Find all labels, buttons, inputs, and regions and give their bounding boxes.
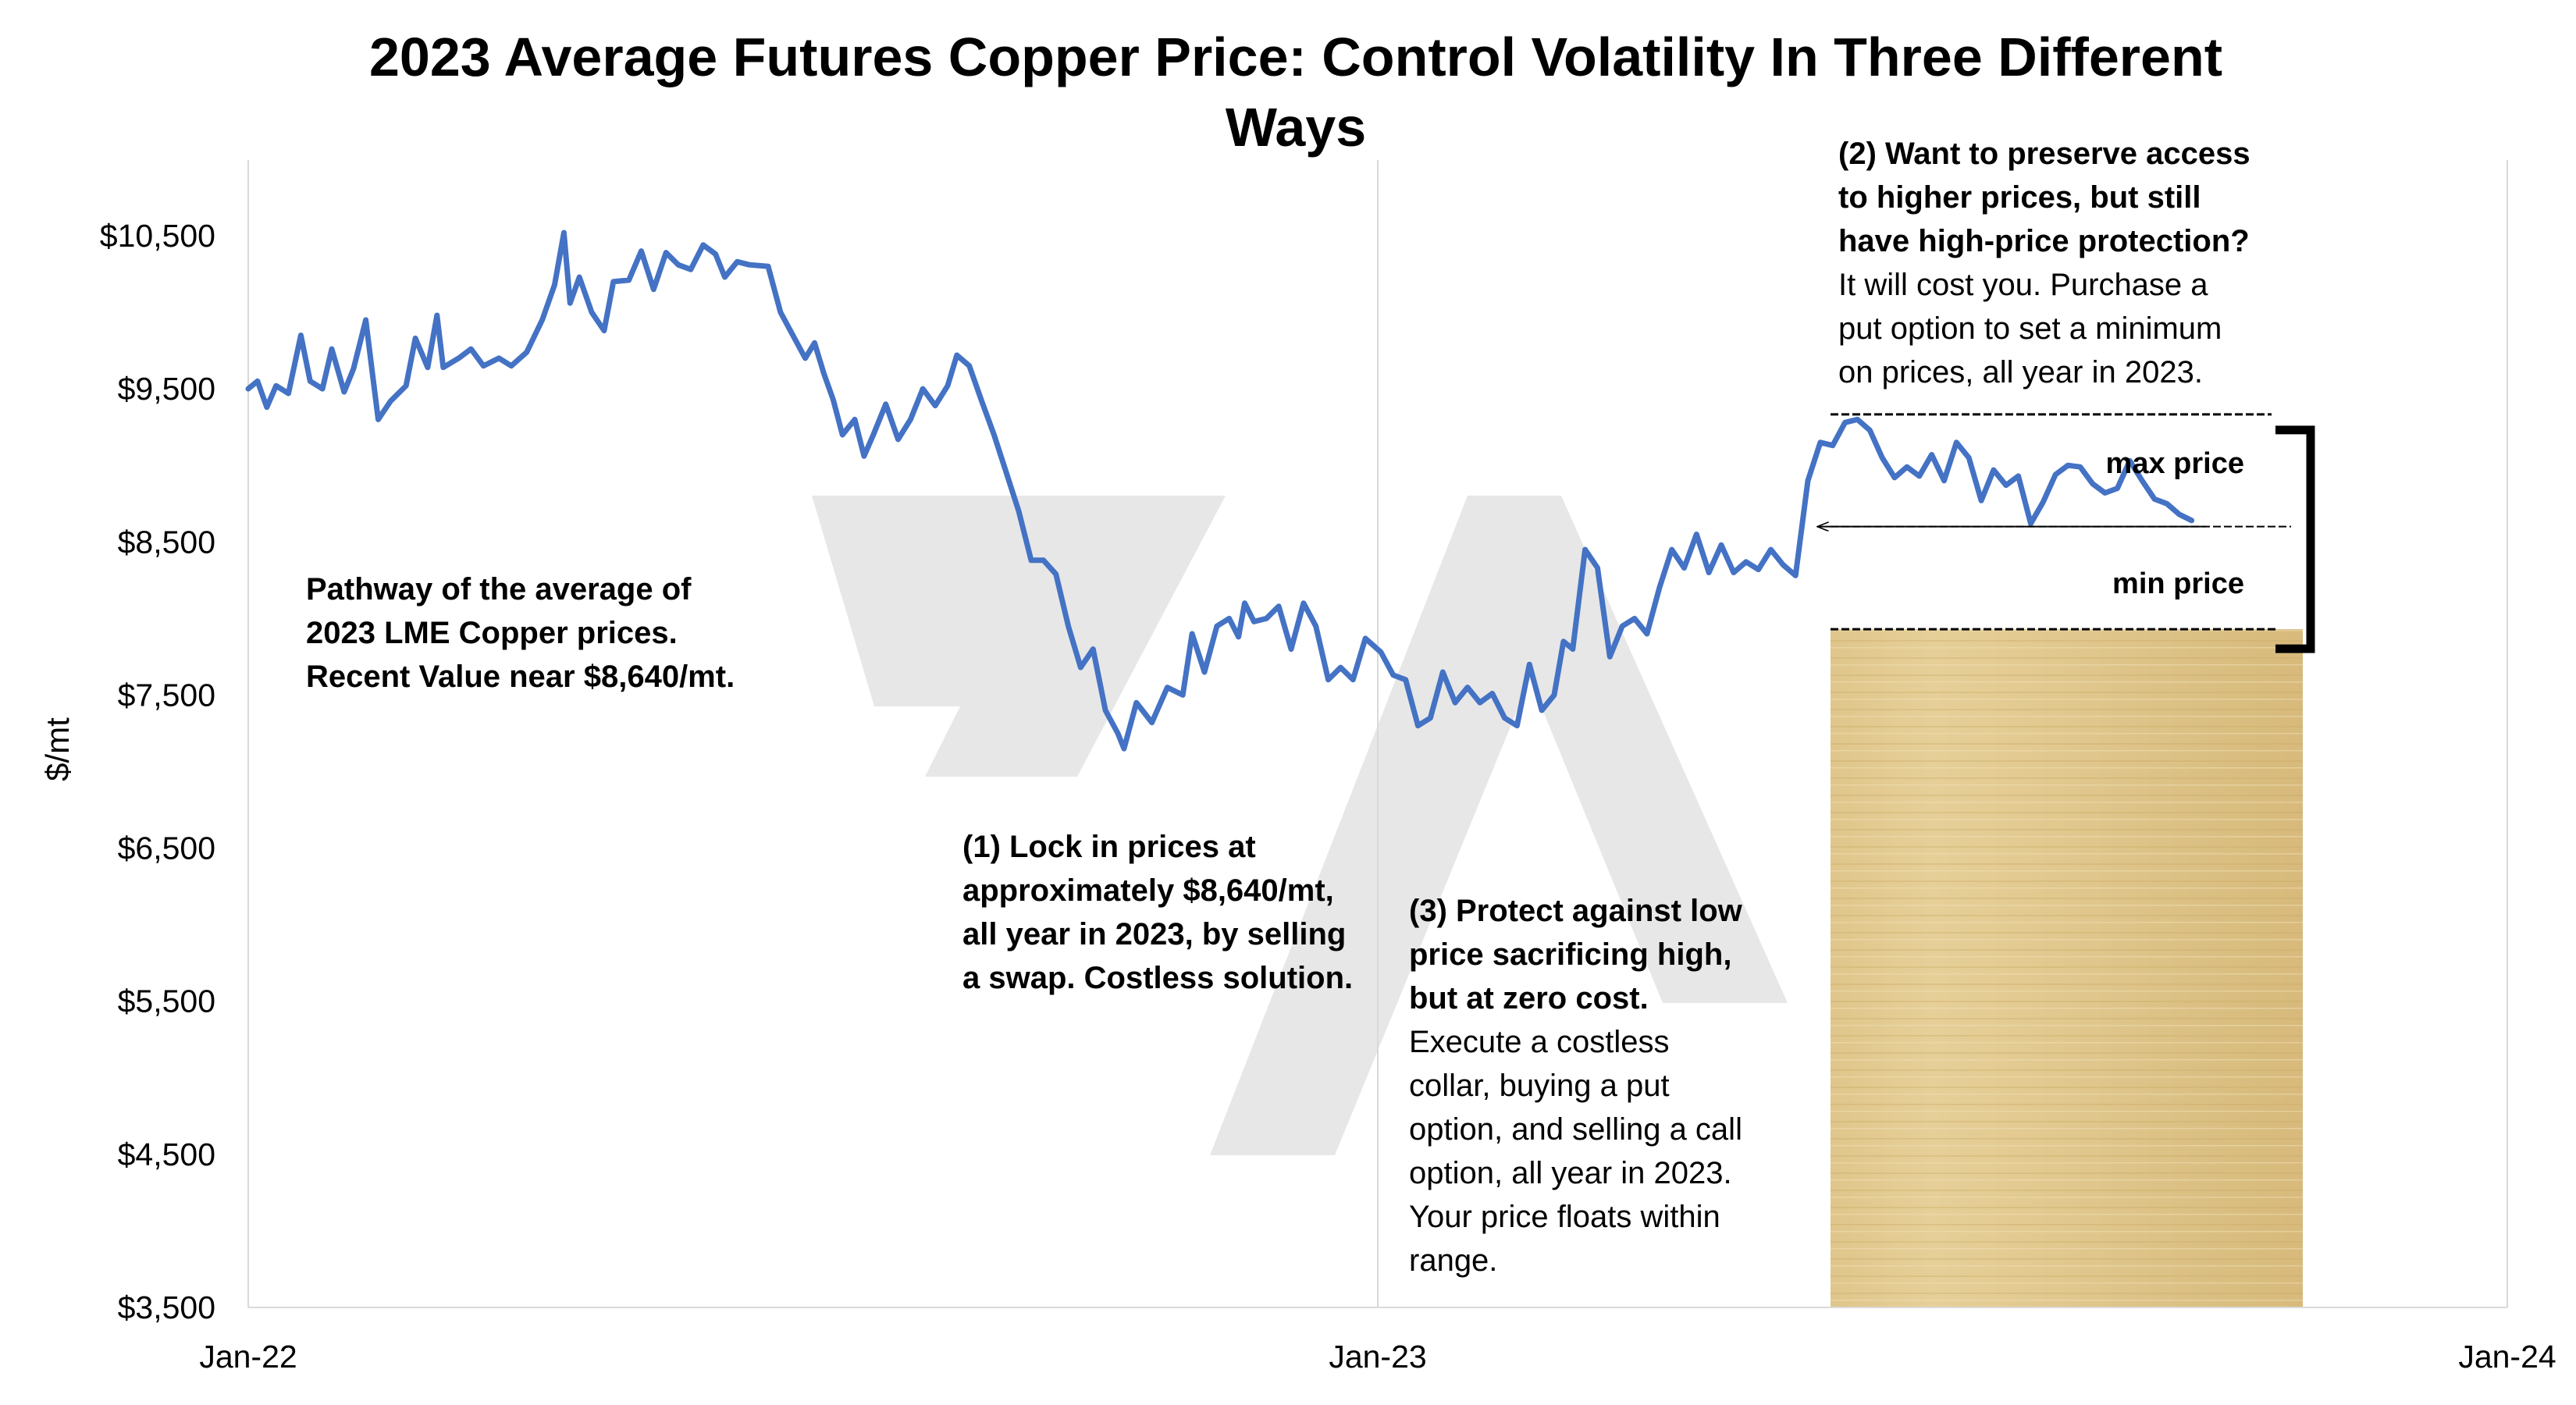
- annotation-line: 2023 LME Copper prices.: [306, 616, 678, 650]
- annotation-line: price sacrificing high,: [1409, 937, 1731, 972]
- annotation-pathway: Pathway of the average of 2023 LME Copper…: [306, 572, 735, 694]
- y-axis-label: $/mt: [39, 717, 76, 781]
- y-tick-label: $8,500: [118, 524, 215, 560]
- annotation-line: have high-price protection?: [1838, 224, 2250, 258]
- annotation-line: all year in 2023, by selling: [962, 917, 1346, 951]
- annotation-line: Your price floats within: [1409, 1200, 1720, 1234]
- annotation-line: Recent Value near $8,640/mt.: [306, 660, 735, 694]
- annotation-line: range.: [1409, 1243, 1497, 1278]
- annotation-line: approximately $8,640/mt,: [962, 873, 1334, 908]
- annotation-option-3: (3) Protect against low price sacrificing…: [1409, 894, 1743, 1278]
- y-tick-label: $7,500: [118, 677, 215, 713]
- annotation-option-1: (1) Lock in prices at approximately $8,64…: [962, 830, 1353, 995]
- y-tick-label: $3,500: [118, 1289, 215, 1325]
- x-tick-label: Jan-23: [1329, 1339, 1426, 1375]
- y-tick-label: $5,500: [118, 984, 215, 1019]
- annotation-option-2: (2) Want to preserve access to higher pri…: [1838, 137, 2250, 389]
- range-bracket: [2275, 425, 2315, 653]
- chart-title-line-1: 2023 Average Futures Copper Price: Contr…: [369, 27, 2222, 87]
- annotation-line: It will cost you. Purchase a: [1838, 268, 2208, 302]
- y-tick-label: $4,500: [118, 1136, 215, 1172]
- papyrus-panel: [1831, 629, 2303, 1307]
- y-tick-label: $9,500: [118, 371, 215, 407]
- annotation-line: on prices, all year in 2023.: [1838, 355, 2203, 389]
- y-tick-label: $10,500: [100, 218, 215, 254]
- annotation-line: option, all year in 2023.: [1409, 1156, 1732, 1190]
- annotation-line: a swap. Costless solution.: [962, 961, 1353, 995]
- min-price-label: min price: [2112, 567, 2244, 600]
- annotation-line: (2) Want to preserve access: [1838, 137, 2250, 171]
- annotation-line: collar, buying a put: [1409, 1069, 1670, 1103]
- x-tick-label: Jan-22: [199, 1339, 297, 1375]
- price-series-line: [245, 229, 2195, 752]
- max-price-label: max price: [2106, 447, 2244, 480]
- chart-title-line-2: Ways: [1226, 97, 1366, 158]
- annotation-line: put option to set a minimum: [1838, 311, 2222, 346]
- vertical-gridlines: [247, 160, 2508, 1308]
- watermark-logo: [812, 496, 1788, 1155]
- annotation-line: option, and selling a call: [1409, 1112, 1742, 1147]
- annotation-line: Execute a costless: [1409, 1025, 1670, 1059]
- x-tick-label: Jan-24: [2458, 1339, 2556, 1375]
- annotation-line: Pathway of the average of: [306, 572, 692, 606]
- price-range-bracket: [1817, 413, 2315, 653]
- y-axis: $3,500 $4,500 $5,500 $6,500 $7,500 $8,500 $9,5…: [100, 218, 215, 1325]
- annotation-line: (1) Lock in prices at: [962, 830, 1256, 864]
- annotation-line: but at zero cost.: [1409, 981, 1649, 1016]
- x-axis: Jan-22 Jan-23 Jan-24: [199, 1339, 2556, 1375]
- annotation-line: to higher prices, but still: [1838, 180, 2201, 215]
- annotation-line: (3) Protect against low: [1409, 894, 1743, 928]
- y-tick-label: $6,500: [118, 831, 215, 866]
